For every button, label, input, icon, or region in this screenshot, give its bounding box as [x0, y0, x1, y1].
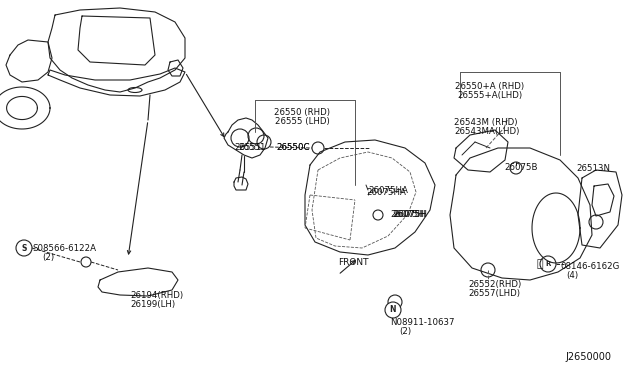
Text: 26513N: 26513N: [576, 164, 610, 173]
Circle shape: [481, 263, 495, 277]
Text: 26075B: 26075B: [504, 163, 538, 172]
Text: 08146-6162G: 08146-6162G: [560, 262, 620, 271]
Text: (2): (2): [399, 327, 411, 336]
Circle shape: [388, 295, 402, 309]
Text: 26075H: 26075H: [390, 210, 424, 219]
Text: N08911-10637: N08911-10637: [390, 318, 454, 327]
Circle shape: [540, 256, 556, 272]
Text: 26550+A (RHD): 26550+A (RHD): [456, 82, 525, 91]
Text: 26550C: 26550C: [276, 143, 310, 152]
Text: 26555 (LHD): 26555 (LHD): [275, 117, 330, 126]
Text: 26550 (RHD): 26550 (RHD): [274, 108, 330, 117]
Text: 26552(RHD): 26552(RHD): [468, 280, 521, 289]
Text: S08566-6122A: S08566-6122A: [32, 244, 96, 253]
Text: 26550C: 26550C: [276, 143, 310, 152]
Text: 26543M (RHD): 26543M (RHD): [454, 118, 518, 127]
Circle shape: [81, 257, 91, 267]
Text: (2): (2): [42, 253, 54, 262]
Text: R: R: [545, 261, 550, 267]
Text: FRONT: FRONT: [338, 258, 369, 267]
Circle shape: [510, 162, 522, 174]
Text: 26075H: 26075H: [393, 210, 427, 219]
Text: 26075HA: 26075HA: [366, 188, 406, 197]
Text: 26543MA(LHD): 26543MA(LHD): [454, 127, 520, 136]
Text: 26075H: 26075H: [392, 210, 426, 219]
Text: (4): (4): [566, 271, 578, 280]
Text: 26551: 26551: [238, 143, 266, 152]
Text: 26199(LH): 26199(LH): [130, 300, 175, 309]
Text: J2650000: J2650000: [565, 352, 611, 362]
Text: 26557(LHD): 26557(LHD): [468, 289, 520, 298]
Text: 26194(RHD): 26194(RHD): [130, 291, 183, 300]
Circle shape: [312, 142, 324, 154]
Text: N: N: [390, 305, 396, 314]
Text: Ⓝ: Ⓝ: [537, 259, 543, 269]
Text: S: S: [21, 244, 27, 253]
Text: 26555+A(LHD): 26555+A(LHD): [458, 91, 523, 100]
Text: 26075HA: 26075HA: [368, 186, 408, 195]
Text: 26551: 26551: [234, 143, 262, 152]
Circle shape: [589, 215, 603, 229]
Circle shape: [385, 302, 401, 318]
